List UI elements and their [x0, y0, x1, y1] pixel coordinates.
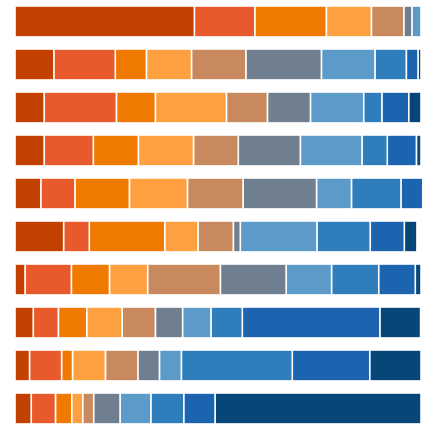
- bar-segment-row8-s9: [241, 306, 381, 339]
- bar-segment-row4-s3: [92, 134, 140, 167]
- bar-segment-row2-s6: [245, 48, 323, 81]
- bar-segment-row8-s6: [154, 306, 184, 339]
- bar-segment-row3-s2: [43, 91, 118, 124]
- bar-segment-row8-s4: [86, 306, 123, 339]
- bar-segment-row10-s7: [119, 392, 152, 425]
- bar-segment-row10-s6: [92, 392, 121, 425]
- bar-segment-row2-s9: [405, 48, 419, 81]
- bar-segment-row10-s2: [30, 392, 57, 425]
- bar-segment-row4-s1: [14, 134, 46, 167]
- bar-segment-row1-s1: [14, 5, 196, 38]
- bar-segment-row3-s10: [408, 91, 422, 124]
- bar-segment-row1-s5: [370, 5, 405, 38]
- bar-segment-row9-s3: [60, 349, 74, 382]
- bar-segment-row7-s2: [24, 263, 73, 296]
- bar-segment-row8-s7: [181, 306, 212, 339]
- bar-segment-row10-s9: [183, 392, 216, 425]
- bar-segment-row6-s7: [239, 220, 318, 253]
- bar-segment-row4-s6: [237, 134, 302, 167]
- bar-segment-row6-s1: [14, 220, 65, 253]
- bar-segment-row3-s4: [154, 91, 228, 124]
- bar-segment-row5-s2: [40, 177, 76, 210]
- bar-segment-row8-s8: [210, 306, 244, 339]
- bar-segment-row5-s9: [400, 177, 422, 210]
- bar-segment-row4-s8: [361, 134, 389, 167]
- bar-segment-row7-s6: [219, 263, 288, 296]
- bar-segment-row5-s8: [350, 177, 402, 210]
- bar-segment-row4-s5: [192, 134, 240, 167]
- bar-segment-row3-s1: [14, 91, 46, 124]
- bar-segment-row7-s9: [377, 263, 417, 296]
- bar-segment-row10-s4: [71, 392, 84, 425]
- bar-segment-row4-s2: [43, 134, 95, 167]
- bar-segment-row6-s4: [164, 220, 199, 253]
- bar-segment-row7-s8: [330, 263, 380, 296]
- bar-segment-row9-s8: [180, 349, 294, 382]
- bar-segment-row5-s3: [74, 177, 131, 210]
- bar-segment-row3-s3: [115, 91, 157, 124]
- bar-segment-row10-s8: [150, 392, 185, 425]
- bar-segment-row6-s2: [62, 220, 91, 253]
- bar-segment-row9-s1: [14, 349, 31, 382]
- bar-segment-row2-s7: [320, 48, 376, 81]
- bar-segment-row2-s3: [114, 48, 148, 81]
- bar-segment-row10-s10: [214, 392, 422, 425]
- bar-segment-row8-s3: [57, 306, 88, 339]
- bar-segment-row1-s6: [403, 5, 413, 38]
- bars-group: [14, 5, 422, 425]
- bar-segment-row3-s6: [266, 91, 312, 124]
- bar-segment-row9-s2: [28, 349, 63, 382]
- bar-segment-row8-s5: [121, 306, 157, 339]
- bar-segment-row3-s5: [225, 91, 269, 124]
- bar-segment-row9-s10: [369, 349, 422, 382]
- bar-segment-row4-s4: [137, 134, 195, 167]
- bar-segment-row9-s4: [71, 349, 107, 382]
- bar-segment-row2-s1: [14, 48, 55, 81]
- bar-segment-row7-s10: [414, 263, 422, 296]
- bar-segment-row8-s10: [379, 306, 422, 339]
- bar-segment-row8-s1: [14, 306, 35, 339]
- bar-segment-row5-s4: [128, 177, 189, 210]
- bar-segment-row2-s10: [417, 48, 422, 81]
- bar-segment-row4-s7: [299, 134, 363, 167]
- bar-segment-row7-s4: [108, 263, 149, 296]
- bar-segment-row9-s7: [158, 349, 183, 382]
- bar-segment-row1-s2: [193, 5, 256, 38]
- bar-segment-row2-s2: [53, 48, 117, 81]
- bar-segment-row1-s4: [325, 5, 373, 38]
- bar-segment-row7-s7: [285, 263, 333, 296]
- bar-segment-row1-s7: [411, 5, 422, 38]
- bar-segment-row3-s8: [362, 91, 383, 124]
- bar-segment-row10-s3: [54, 392, 73, 425]
- bar-segment-row6-s9: [369, 220, 406, 253]
- bar-segment-row10-s1: [14, 392, 33, 425]
- bar-segment-row6-s8: [316, 220, 372, 253]
- bar-segment-row2-s8: [374, 48, 408, 81]
- bar-segment-row6-s6: [232, 220, 242, 253]
- bar-segment-row7-s5: [146, 263, 222, 296]
- bar-segment-row5-s7: [315, 177, 353, 210]
- bar-segment-row3-s9: [381, 91, 410, 124]
- bar-segment-row10-s5: [82, 392, 95, 425]
- bar-segment-row2-s5: [190, 48, 247, 81]
- bar-segment-row7-s3: [70, 263, 111, 296]
- bar-segment-row5-s1: [14, 177, 42, 210]
- bar-segment-row9-s9: [291, 349, 371, 382]
- bar-segment-row4-s9: [386, 134, 418, 167]
- bar-segment-row8-s2: [32, 306, 60, 339]
- bar-segment-row5-s6: [242, 177, 318, 210]
- bar-segment-row1-s3: [254, 5, 328, 38]
- bar-segment-row4-s10: [415, 134, 422, 167]
- bar-segment-row7-s1: [14, 263, 26, 296]
- bar-segment-row6-s5: [197, 220, 235, 253]
- bar-segment-row9-s5: [104, 349, 139, 382]
- bar-segment-row2-s4: [145, 48, 193, 81]
- bar-segment-row6-s3: [88, 220, 166, 253]
- bar-segment-row5-s5: [186, 177, 244, 210]
- bar-segment-row9-s6: [137, 349, 161, 382]
- bar-segment-row3-s7: [309, 91, 365, 124]
- bar-segment-row6-s10: [403, 220, 418, 253]
